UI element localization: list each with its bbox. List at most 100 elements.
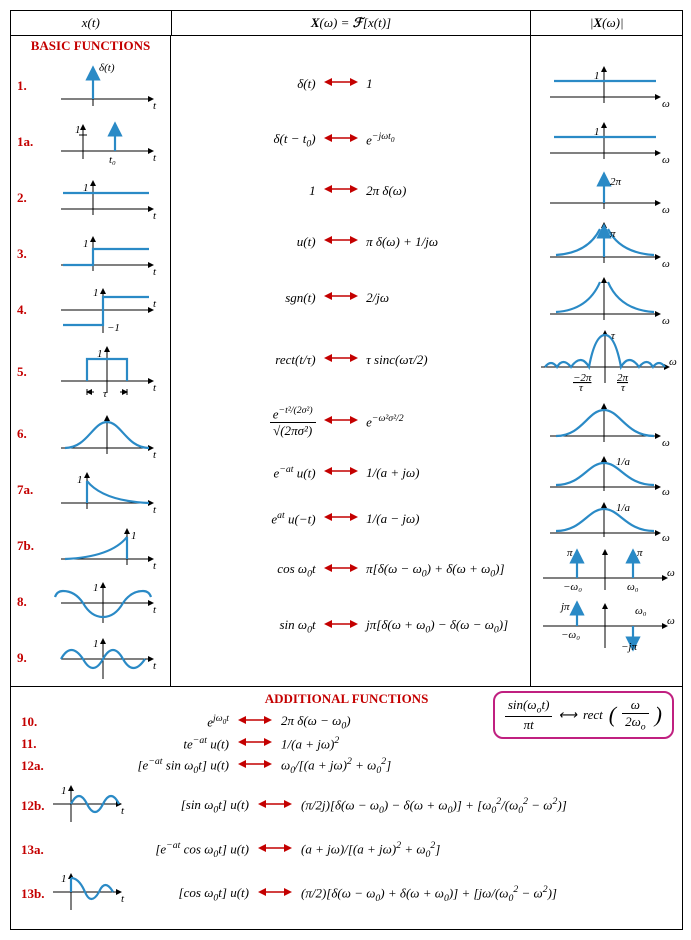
row-num: 10.	[15, 714, 49, 730]
svg-text:π: π	[610, 228, 616, 240]
sketch-expgrow: 1 t	[45, 523, 170, 569]
middle-column: δ(t) 1 δ(t − t0) e−jωt0 1 2π δ(ω) u(t) π…	[171, 36, 531, 686]
equiv-arrow	[322, 76, 361, 92]
svg-text:−ω₀: −ω₀	[563, 581, 582, 593]
svg-text:π: π	[637, 547, 643, 559]
row-8-left: 8. 1 t	[11, 574, 170, 630]
sketch-gauss: t	[45, 410, 170, 458]
svg-text:ω: ω	[662, 154, 670, 165]
svg-text:1: 1	[131, 530, 137, 542]
row-num: 1a.	[11, 134, 45, 150]
pair-7b: eat u(−t) 1/(a − jω)	[171, 496, 530, 542]
pair-2: 1 2π δ(ω)	[171, 168, 530, 214]
sketch-cosu: 1 t	[49, 868, 129, 920]
row-num: 2.	[11, 190, 45, 206]
svg-text:ω: ω	[662, 437, 670, 446]
header-Xomega: X(ω) = ℱ[x(t)]	[172, 11, 532, 35]
header-xt: x(t)	[11, 11, 172, 35]
row-6-left: 6. t	[11, 406, 170, 462]
svg-text:−ω₀: −ω₀	[561, 629, 580, 641]
svg-text:1/a: 1/a	[616, 502, 631, 514]
svg-text:ω: ω	[662, 258, 670, 267]
mag-6: ω	[531, 394, 682, 450]
additional-functions-block: ADDITIONAL FUNCTIONS sin(ωot)πt ⟷ rect (…	[11, 687, 682, 929]
svg-text:t: t	[153, 560, 157, 569]
pair-5: rect(t/τ) τ sinc(ωτ/2)	[171, 326, 530, 394]
sketch-const: 1 t	[45, 175, 170, 221]
svg-text:1: 1	[61, 873, 67, 885]
svg-text:ω: ω	[662, 98, 670, 109]
svg-text:t: t	[153, 382, 157, 394]
arow-12a: 12a. [e−at sin ω0t] u(t) ω0/[(a + jω)2 +…	[15, 755, 678, 777]
svg-text:−1: −1	[107, 322, 120, 334]
row-num: 6.	[11, 426, 45, 442]
mag-8: π π −ω₀ ω₀ ω	[531, 542, 682, 598]
right-column: 1 ω 1 ω 2π	[531, 36, 682, 686]
left-column: BASIC FUNCTIONS 1. δ(t) t 1a.	[11, 36, 171, 686]
row-7a-left: 7a. 1 t	[11, 462, 170, 518]
svg-text:ω₀: ω₀	[635, 605, 647, 617]
svg-text:1: 1	[61, 785, 67, 797]
rhs: 1	[360, 76, 530, 92]
mag-1: 1 ω	[531, 56, 682, 112]
svg-text:t: t	[153, 100, 157, 111]
mag-7a: 1/a ω	[531, 450, 682, 496]
mag-2: 2π ω	[531, 168, 682, 214]
pair-3: u(t) π δ(ω) + 1/jω	[171, 214, 530, 270]
row-7b-left: 7b. 1 t	[11, 518, 170, 574]
row-num: 13a.	[15, 842, 49, 858]
table-header: x(t) X(ω) = ℱ[x(t)] |X(ω)|	[11, 11, 682, 36]
row-1a-left: 1a. 1 t₀ t	[11, 114, 170, 170]
mag-3: π ω	[531, 214, 682, 270]
svg-text:ω: ω	[662, 315, 670, 324]
row-num: 3.	[11, 246, 45, 262]
svg-text:t: t	[153, 298, 157, 310]
svg-text:ω₀: ω₀	[627, 581, 639, 593]
mag-9: jπ ω₀ −ω₀ −jπ ω	[531, 598, 682, 654]
svg-text:1: 1	[93, 287, 99, 299]
row-4-left: 4. 1 −1 t	[11, 282, 170, 338]
mag-7b: 1/a ω	[531, 496, 682, 542]
row-num: 8.	[11, 594, 45, 610]
row-num: 7b.	[11, 538, 45, 554]
svg-text:t: t	[153, 504, 157, 513]
svg-text:ω: ω	[662, 532, 670, 541]
svg-text:π: π	[567, 547, 573, 559]
svg-text:1: 1	[93, 582, 99, 594]
svg-text:1: 1	[594, 70, 600, 82]
sketch-sinu: 1 t	[49, 780, 129, 832]
svg-text:t: t	[153, 660, 157, 672]
row-5-left: 5. 1 t τ	[11, 338, 170, 406]
basic-functions-block: BASIC FUNCTIONS 1. δ(t) t 1a.	[11, 36, 682, 687]
pair-8: cos ω0t π[δ(ω − ω0) + δ(ω + ω0)]	[171, 542, 530, 598]
svg-text:1: 1	[97, 348, 103, 360]
svg-text:2π: 2π	[610, 176, 622, 188]
svg-text:ω: ω	[667, 567, 675, 579]
pair-4: sgn(t) 2/jω	[171, 270, 530, 326]
pair-7a: e−at u(t) 1/(a + jω)	[171, 450, 530, 496]
fourier-transform-table: x(t) X(ω) = ℱ[x(t)] |X(ω)| BASIC FUNCTIO…	[10, 10, 683, 930]
svg-text:t: t	[121, 805, 125, 817]
sketch-delta-shift: 1 t₀ t	[45, 117, 170, 167]
pair-9: sin ω0t jπ[δ(ω + ω0) − δ(ω − ω0)]	[171, 598, 530, 654]
row-num: 1.	[11, 78, 45, 94]
sketch-sgn: 1 −1 t	[45, 283, 170, 337]
svg-text:ω: ω	[662, 204, 670, 213]
svg-text:−jπ: −jπ	[621, 641, 637, 653]
svg-text:1/a: 1/a	[616, 456, 631, 468]
sketch-cos: 1 t	[45, 577, 170, 627]
svg-text:ω: ω	[662, 486, 670, 495]
pair-1a: δ(t − t0) e−jωt0	[171, 112, 530, 168]
svg-text:t₀: t₀	[109, 154, 116, 166]
mag-1a: 1 ω	[531, 112, 682, 168]
svg-text:t: t	[153, 266, 157, 277]
row-num: 9.	[11, 650, 45, 666]
svg-text:1: 1	[83, 182, 89, 194]
sketch-step: 1 t	[45, 231, 170, 277]
row-num: 12a.	[15, 758, 49, 774]
sketch-sin: 1 t	[45, 633, 170, 683]
row-2-left: 2. 1 t	[11, 170, 170, 226]
svg-text:t: t	[153, 449, 157, 458]
svg-text:t: t	[121, 893, 125, 905]
sketch-rect: 1 t τ	[45, 341, 170, 403]
